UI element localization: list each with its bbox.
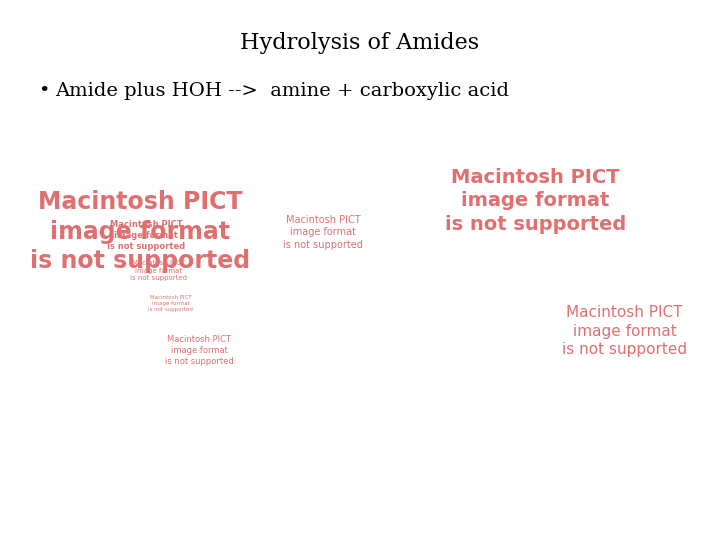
Text: Macintosh PICT
image format
is not supported: Macintosh PICT image format is not suppo… bbox=[130, 260, 187, 281]
Text: Macintosh PICT
image format
is not supported: Macintosh PICT image format is not suppo… bbox=[445, 168, 626, 234]
Text: Amide plus HOH -->  amine + carboxylic acid: Amide plus HOH --> amine + carboxylic ac… bbox=[55, 82, 509, 100]
Text: Macintosh PICT
image format
is not supported: Macintosh PICT image format is not suppo… bbox=[107, 220, 185, 251]
Text: Macintosh PICT
image format
is not supported: Macintosh PICT image format is not suppo… bbox=[165, 335, 234, 366]
Text: Macintosh PICT
image format
is not supported: Macintosh PICT image format is not suppo… bbox=[148, 295, 193, 313]
Text: •: • bbox=[38, 82, 50, 100]
Text: Macintosh PICT
image format
is not supported: Macintosh PICT image format is not suppo… bbox=[30, 190, 250, 273]
Text: Macintosh PICT
image format
is not supported: Macintosh PICT image format is not suppo… bbox=[562, 305, 687, 357]
Text: Macintosh PICT
image format
is not supported: Macintosh PICT image format is not suppo… bbox=[283, 215, 363, 250]
Text: Hydrolysis of Amides: Hydrolysis of Amides bbox=[240, 32, 480, 54]
